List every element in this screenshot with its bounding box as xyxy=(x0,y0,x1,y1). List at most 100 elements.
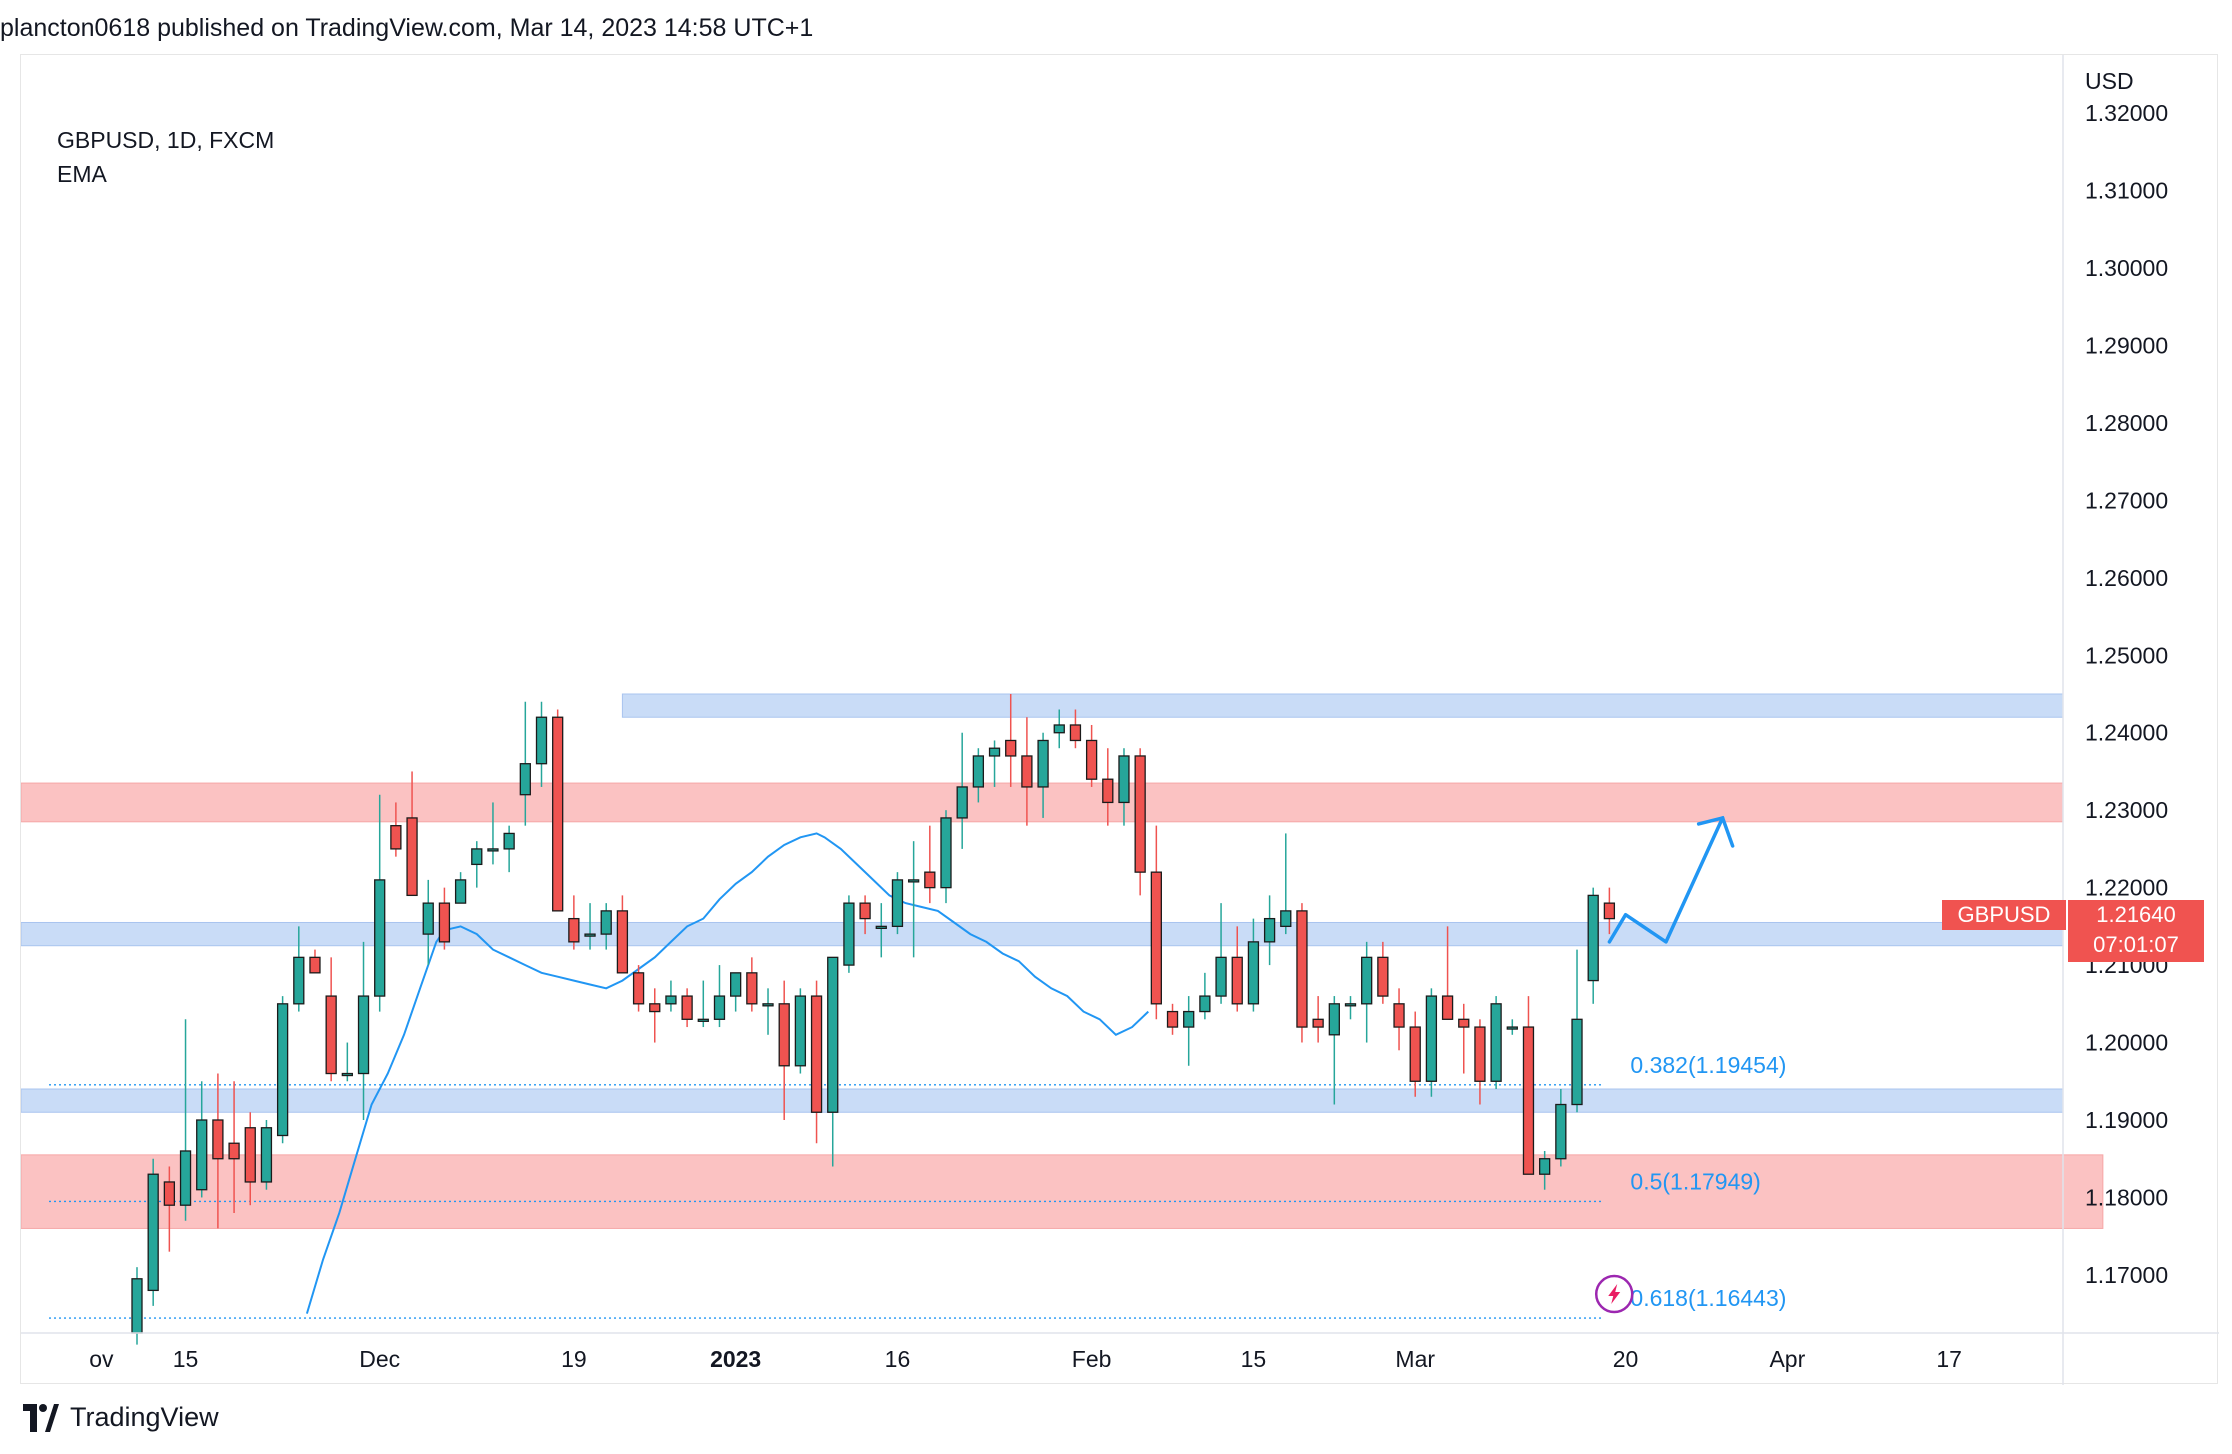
candle xyxy=(843,895,855,973)
candle xyxy=(1102,748,1114,826)
candlestick-chart[interactable]: 0.382(1.19454) 0.5(1.17949) 0.618(1.16443)… xyxy=(21,55,2219,1385)
fib-layer: 0.382(1.19454) 0.5(1.17949) 0.618(1.16443) xyxy=(49,1052,1786,1319)
candle-body xyxy=(956,786,968,819)
candle-body xyxy=(616,910,629,974)
candle-body xyxy=(147,1173,159,1292)
time-tick-label: Mar xyxy=(1395,1346,1435,1372)
time-tick-label: Dec xyxy=(359,1346,400,1372)
candle-body xyxy=(1296,910,1308,1028)
candle xyxy=(1215,903,1227,1004)
axis-layer: USD 1.32000 1.31000 1.30000 1.29000 1.28000 1.… xyxy=(21,55,2219,1385)
candle-body xyxy=(131,1278,143,1334)
time-tick-label: ov xyxy=(89,1346,114,1372)
candle-body xyxy=(1539,1158,1551,1175)
candle xyxy=(374,794,386,1012)
candle-body xyxy=(1603,902,1616,920)
candle xyxy=(713,965,726,1028)
footer-brand[interactable]: TradingView xyxy=(20,1402,219,1433)
candles-layer xyxy=(131,694,1616,1345)
candle-body xyxy=(1021,755,1033,788)
candle xyxy=(357,941,370,1120)
chart-frame[interactable]: 0.382(1.19454) 0.5(1.17949) 0.618(1.16443)… xyxy=(20,54,2219,1385)
candle-body xyxy=(325,995,337,1075)
candle-body xyxy=(1571,1018,1583,1106)
candle xyxy=(746,957,758,1012)
candle xyxy=(810,980,823,1144)
candle-body xyxy=(1199,995,1211,1013)
candle xyxy=(681,988,693,1028)
candle-body xyxy=(1458,1018,1470,1028)
candle xyxy=(1474,1019,1486,1105)
price-label-price: 1.21640 xyxy=(2096,901,2176,927)
publish-header: plancton0618 published on TradingView.co… xyxy=(0,14,814,42)
candle-body xyxy=(1069,724,1082,742)
candle xyxy=(1539,1150,1551,1190)
candle-body xyxy=(552,716,564,912)
candle xyxy=(1377,941,1389,1004)
candle xyxy=(519,701,531,826)
candle xyxy=(1506,1019,1518,1035)
time-tick-label: 19 xyxy=(561,1346,587,1372)
candle xyxy=(212,1073,224,1229)
candle-body xyxy=(568,917,580,943)
candle-body xyxy=(1166,1010,1179,1028)
candle xyxy=(1441,926,1454,1020)
price-tick-label: 1.22000 xyxy=(2085,875,2168,901)
tradingview-logo-icon xyxy=(23,1403,59,1432)
candle xyxy=(228,1081,240,1213)
candle-body xyxy=(163,1181,176,1206)
price-tick-label: 1.17000 xyxy=(2085,1262,2168,1288)
price-tick-label: 1.26000 xyxy=(2085,565,2168,591)
candle xyxy=(665,980,677,1012)
candle xyxy=(859,895,871,935)
candle-body xyxy=(341,1072,353,1077)
candle-body xyxy=(1555,1103,1567,1160)
candle-body xyxy=(649,1003,661,1013)
candle-body xyxy=(406,817,418,897)
time-tick-label: 16 xyxy=(885,1346,911,1372)
candle-body xyxy=(293,956,305,1005)
projection-layer xyxy=(1607,815,1735,944)
candle xyxy=(1037,732,1049,818)
projection-arrowhead xyxy=(1696,815,1735,848)
price-tick-label: 1.23000 xyxy=(2085,797,2168,823)
candle xyxy=(1021,717,1033,826)
candle-body xyxy=(196,1119,208,1191)
candle-body xyxy=(1231,956,1243,1005)
candle xyxy=(535,701,548,787)
candle-body xyxy=(244,1127,256,1183)
price-tick-label: 1.27000 xyxy=(2085,487,2168,513)
candle xyxy=(1361,941,1373,1043)
lightning-icon xyxy=(1594,1274,1634,1314)
last-price-label: GBPUSD 1.21640 07:01:07 xyxy=(1942,899,2204,962)
projection-path xyxy=(1607,816,1725,944)
candle-body xyxy=(665,995,677,1005)
candle xyxy=(1263,895,1276,966)
time-tick-label: Apr xyxy=(1769,1346,1805,1372)
candle xyxy=(1409,1011,1421,1097)
candle-body xyxy=(1393,1003,1405,1028)
candle-body xyxy=(891,879,904,928)
candle xyxy=(1312,996,1324,1043)
candle-body xyxy=(309,956,321,974)
price-label-symbol: GBPUSD xyxy=(1942,899,2066,930)
time-tick-label: 2023 xyxy=(710,1346,761,1372)
zone-blue-2 xyxy=(21,921,2064,947)
candle-body xyxy=(810,995,823,1113)
candle-body xyxy=(519,763,531,796)
candle xyxy=(1571,949,1583,1113)
candle xyxy=(1587,887,1599,1004)
candle xyxy=(924,825,936,904)
price-tick-label: 1.18000 xyxy=(2085,1184,2168,1210)
candle xyxy=(1069,709,1082,749)
candle xyxy=(1490,996,1502,1090)
candle xyxy=(1134,748,1146,896)
candle xyxy=(1555,1089,1567,1167)
candle-body xyxy=(697,1018,709,1022)
candle-body xyxy=(1215,956,1227,997)
candle-body xyxy=(1150,871,1162,1005)
candle-body xyxy=(260,1127,273,1183)
candle-body xyxy=(1474,1026,1486,1082)
candle-body xyxy=(1005,739,1017,757)
price-tick-label: 1.32000 xyxy=(2085,100,2168,126)
